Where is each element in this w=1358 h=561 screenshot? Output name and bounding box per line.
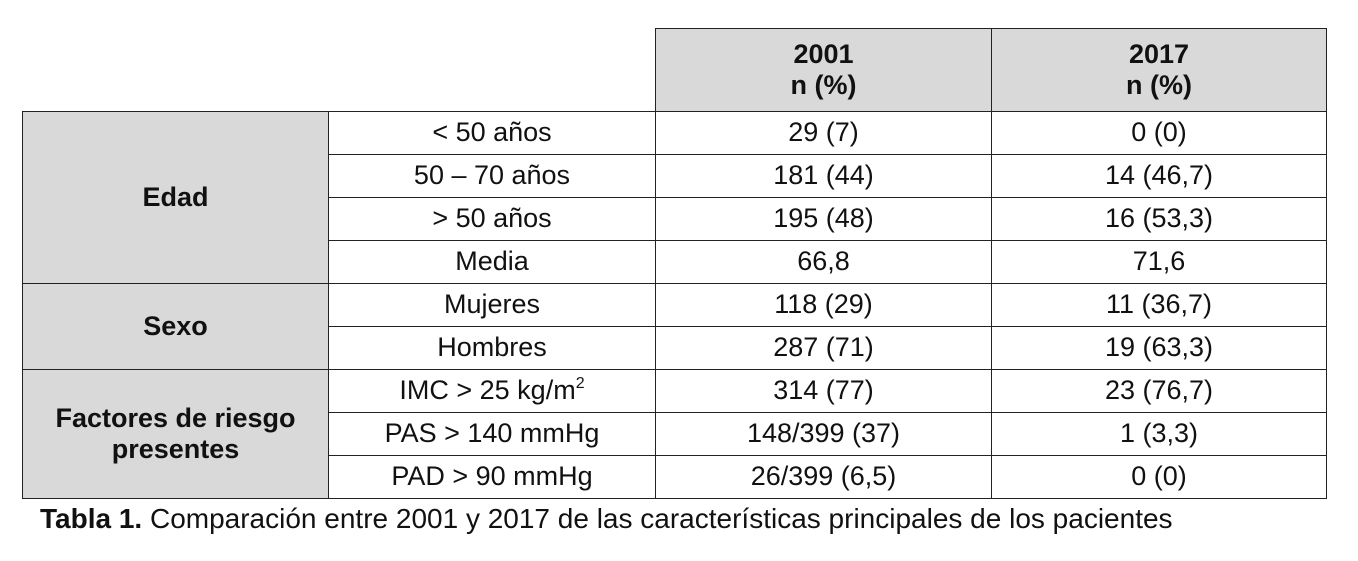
- table-row: Sexo Mujeres 118 (29) 11 (36,7): [22, 283, 1327, 370]
- cell-2001: 314 (77): [655, 369, 992, 413]
- cell-2001: 26/399 (6,5): [655, 455, 992, 499]
- header-2001-year: 2001: [793, 38, 854, 69]
- cell-2017: 23 (76,7): [991, 369, 1327, 413]
- row-label: Media: [328, 240, 656, 284]
- group-factores-line2: presentes: [111, 434, 240, 464]
- row-label: 50 – 70 años: [328, 154, 656, 198]
- row-label: Mujeres: [328, 283, 656, 327]
- cell-2017: 0 (0): [991, 455, 1327, 499]
- group-factores-line1: Factores de riesgo: [55, 402, 296, 433]
- table-row: 50 – 70 años 181 (44) 14 (46,7): [23, 154, 1327, 198]
- table-row: Edad < 50 años 29 (7) 0 (0): [22, 111, 1327, 284]
- row-label: Hombres: [328, 326, 656, 370]
- table-row: Hombres 287 (71) 19 (63,3): [23, 326, 1327, 370]
- group-factores: Factores de riesgo presentes: [22, 369, 329, 499]
- header-2017-unit: n (%): [1126, 70, 1192, 100]
- cell-2017: 16 (53,3): [991, 197, 1327, 241]
- cell-2001: 287 (71): [655, 326, 992, 370]
- row-label: > 50 años: [328, 197, 656, 241]
- table-caption: Tabla 1. Comparación entre 2001 y 2017 d…: [40, 503, 1173, 535]
- comparison-table: 2001 n (%) 2017 n (%) Edad < 50 años 29 …: [22, 28, 1327, 499]
- cell-2017: 11 (36,7): [991, 283, 1327, 327]
- group-sexo: Sexo: [22, 283, 329, 370]
- header-2017: 2017 n (%): [991, 28, 1327, 112]
- table-row: PAS > 140 mmHg 148/399 (37) 1 (3,3): [23, 412, 1327, 456]
- cell-2017: 0 (0): [991, 111, 1327, 155]
- cell-2017: 19 (63,3): [991, 326, 1327, 370]
- header-2001-unit: n (%): [790, 70, 857, 100]
- table-row: Factores de riesgo presentes IMC > 25 kg…: [22, 369, 1327, 499]
- row-label: PAD > 90 mmHg: [328, 455, 656, 499]
- cell-2001: 118 (29): [655, 283, 992, 327]
- row-label: < 50 años: [328, 111, 656, 155]
- caption-text: Comparación entre 2001 y 2017 de las car…: [142, 503, 1173, 534]
- header-2001: 2001 n (%): [655, 28, 992, 112]
- cell-2001: 29 (7): [655, 111, 992, 155]
- cell-2017: 1 (3,3): [991, 412, 1327, 456]
- superscript: 2: [575, 375, 585, 393]
- row-label: IMC > 25 kg/m2: [328, 369, 656, 413]
- cell-2001: 148/399 (37): [655, 412, 992, 456]
- header-2017-year: 2017: [1128, 38, 1190, 69]
- header-blank-cell: [22, 28, 656, 112]
- cell-2017: 14 (46,7): [991, 154, 1327, 198]
- row-label-text: IMC > 25 kg/m: [399, 375, 576, 406]
- cell-2001: 195 (48): [655, 197, 992, 241]
- cell-2001: 181 (44): [655, 154, 992, 198]
- cell-2001: 66,8: [655, 240, 992, 284]
- row-label: PAS > 140 mmHg: [328, 412, 656, 456]
- group-edad: Edad: [22, 111, 329, 284]
- table-row: PAD > 90 mmHg 26/399 (6,5) 0 (0): [23, 455, 1327, 499]
- cell-2017: 71,6: [991, 240, 1327, 284]
- caption-label: Tabla 1.: [40, 503, 143, 534]
